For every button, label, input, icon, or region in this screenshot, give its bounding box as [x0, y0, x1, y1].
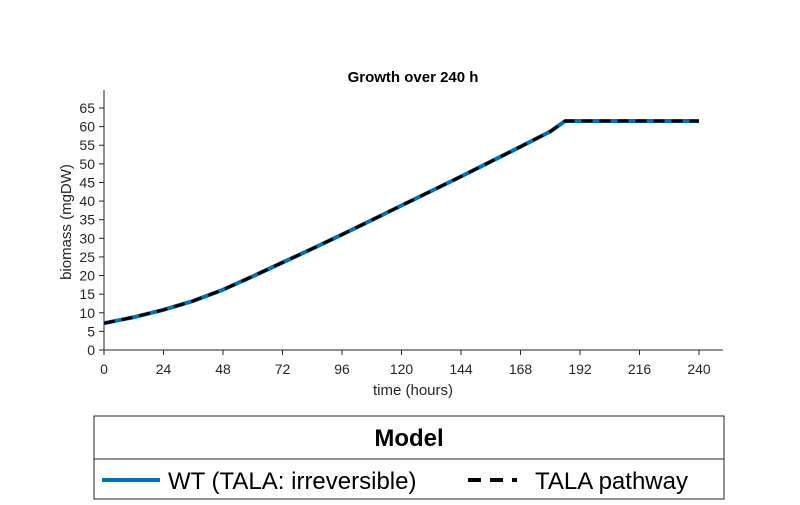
y-tick-label: 25 — [79, 249, 95, 265]
x-tick-label: 0 — [100, 361, 108, 377]
x-tick-label: 72 — [275, 361, 291, 377]
y-tick-label: 10 — [79, 305, 95, 321]
legend-label-wt: WT (TALA: irreversible) — [168, 468, 416, 495]
y-tick-label: 65 — [79, 100, 95, 116]
y-axis-title: biomass (mgDW) — [58, 164, 75, 280]
y-tick-label: 5 — [87, 323, 95, 339]
y-tick-label: 45 — [79, 174, 95, 190]
legend[interactable]: Model WT (TALA: irreversible) TALA pathw… — [93, 415, 725, 500]
x-tick-label: 192 — [568, 361, 592, 377]
series-line-0[interactable] — [103, 119, 699, 326]
x-ticks: 0 24 48 72 96 120 144 168 192 216 240 — [100, 350, 711, 377]
x-tick-label: 168 — [509, 361, 533, 377]
x-tick-label: 240 — [687, 361, 711, 377]
y-ticks: 0 5 10 15 20 25 30 35 40 45 50 55 60 65 — [79, 100, 104, 358]
x-axis-title: time (hours) — [373, 382, 453, 399]
y-tick-label: 60 — [79, 119, 95, 135]
y-tick-label: 55 — [79, 137, 95, 153]
x-tick-label: 120 — [390, 361, 414, 377]
y-tick-label: 50 — [79, 156, 95, 172]
x-tick-label: 144 — [449, 361, 473, 377]
x-tick-label: 216 — [628, 361, 652, 377]
y-tick-label: 40 — [79, 193, 95, 209]
y-tick-label: 15 — [79, 286, 95, 302]
legend-label-tala: TALA pathway — [535, 468, 688, 495]
legend-box — [93, 415, 725, 500]
y-tick-label: 35 — [79, 212, 95, 228]
y-tick-label: 20 — [79, 268, 95, 284]
x-tick-label: 24 — [156, 361, 172, 377]
y-tick-label: 0 — [87, 342, 95, 358]
x-tick-label: 48 — [215, 361, 231, 377]
series-line-1[interactable] — [103, 119, 699, 325]
legend-entry-tala[interactable]: TALA pathway — [468, 468, 688, 495]
y-tick-label: 30 — [79, 230, 95, 246]
legend-entry-wt[interactable]: WT (TALA: irreversible) — [102, 468, 416, 495]
axes — [103, 90, 723, 351]
legend-title: Model — [374, 425, 443, 452]
x-tick-label: 96 — [334, 361, 350, 377]
series-layer — [103, 119, 699, 326]
chart-title: Growth over 240 h — [348, 69, 479, 86]
